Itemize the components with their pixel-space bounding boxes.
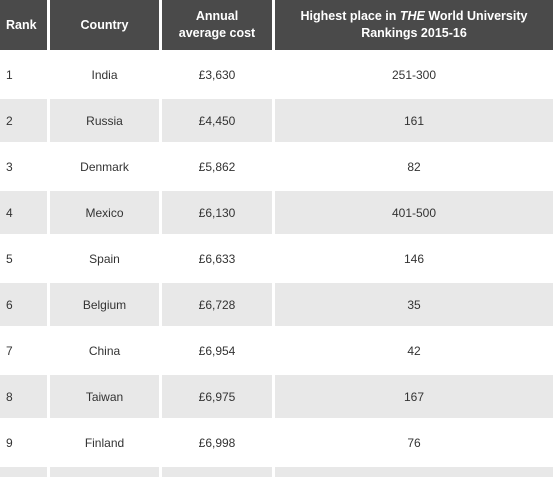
cell-cost: £6,130	[162, 191, 272, 234]
header-annual-cost: Annual average cost	[162, 0, 272, 50]
cell-country: Russia	[50, 99, 159, 142]
cell-cost: £6,998	[162, 421, 272, 464]
cell-rank: 7	[0, 329, 47, 372]
cell-place: 401-500	[275, 191, 553, 234]
cell-rank: 4	[0, 191, 47, 234]
header-place-suffix: World University	[424, 9, 528, 23]
cell-rank: 6	[0, 283, 47, 326]
table-body: 1 India £3,630 251-300 2 Russia £4,450 161 3 Denm…	[0, 53, 553, 464]
header-rank: Rank	[0, 0, 47, 50]
cell-place: 42	[275, 329, 553, 372]
cell-cost: £4,450	[162, 99, 272, 142]
table-row: 8 Taiwan £6,975 167	[0, 375, 553, 418]
cell-place: 251-300	[275, 53, 553, 96]
cell-country: Taiwan	[50, 375, 159, 418]
cell-cost: £6,728	[162, 283, 272, 326]
header-place-italic: THE	[399, 9, 425, 23]
cell-place: 167	[275, 375, 553, 418]
cell-place: 146	[275, 237, 553, 280]
cell-cost: £3,630	[162, 53, 272, 96]
table-row: 7 China £6,954 42	[0, 329, 553, 372]
header-place-line2: Rankings 2015-16	[361, 26, 467, 40]
cell-place: 82	[275, 145, 553, 188]
table-header: Rank Country Annual average cost Highest…	[0, 0, 553, 50]
cell-place: 76	[275, 421, 553, 464]
cell-cost: £5,862	[162, 145, 272, 188]
header-highest-place: Highest place in THE World University Ra…	[275, 0, 553, 50]
header-country: Country	[50, 0, 159, 50]
cell-rank: 1	[0, 53, 47, 96]
cell-rank: 3	[0, 145, 47, 188]
table-row: 9 Finland £6,998 76	[0, 421, 553, 464]
cell-cost: £6,633	[162, 237, 272, 280]
cell-country: Mexico	[50, 191, 159, 234]
table-row: 4 Mexico £6,130 401-500	[0, 191, 553, 234]
cell-country: India	[50, 53, 159, 96]
table-row: 3 Denmark £5,862 82	[0, 145, 553, 188]
cell-place: 161	[275, 99, 553, 142]
table-row: 1 India £3,630 251-300	[0, 53, 553, 96]
cell-rank: 5	[0, 237, 47, 280]
cell-rank: 2	[0, 99, 47, 142]
header-cost-line1: Annual	[195, 9, 239, 23]
table-row-partial	[0, 467, 553, 477]
cell-country: Belgium	[50, 283, 159, 326]
cell-country: Finland	[50, 421, 159, 464]
cell-rank: 8	[0, 375, 47, 418]
cell-place: 35	[275, 283, 553, 326]
cell-country: Denmark	[50, 145, 159, 188]
header-cost-line2: average cost	[178, 26, 256, 40]
cell-country: Spain	[50, 237, 159, 280]
table-row: 2 Russia £4,450 161	[0, 99, 553, 142]
header-place-prefix: Highest place in	[300, 9, 400, 23]
cell-cost: £6,975	[162, 375, 272, 418]
table-row: 5 Spain £6,633 146	[0, 237, 553, 280]
cell-rank: 9	[0, 421, 47, 464]
table-row: 6 Belgium £6,728 35	[0, 283, 553, 326]
cell-country: China	[50, 329, 159, 372]
cell-cost: £6,954	[162, 329, 272, 372]
